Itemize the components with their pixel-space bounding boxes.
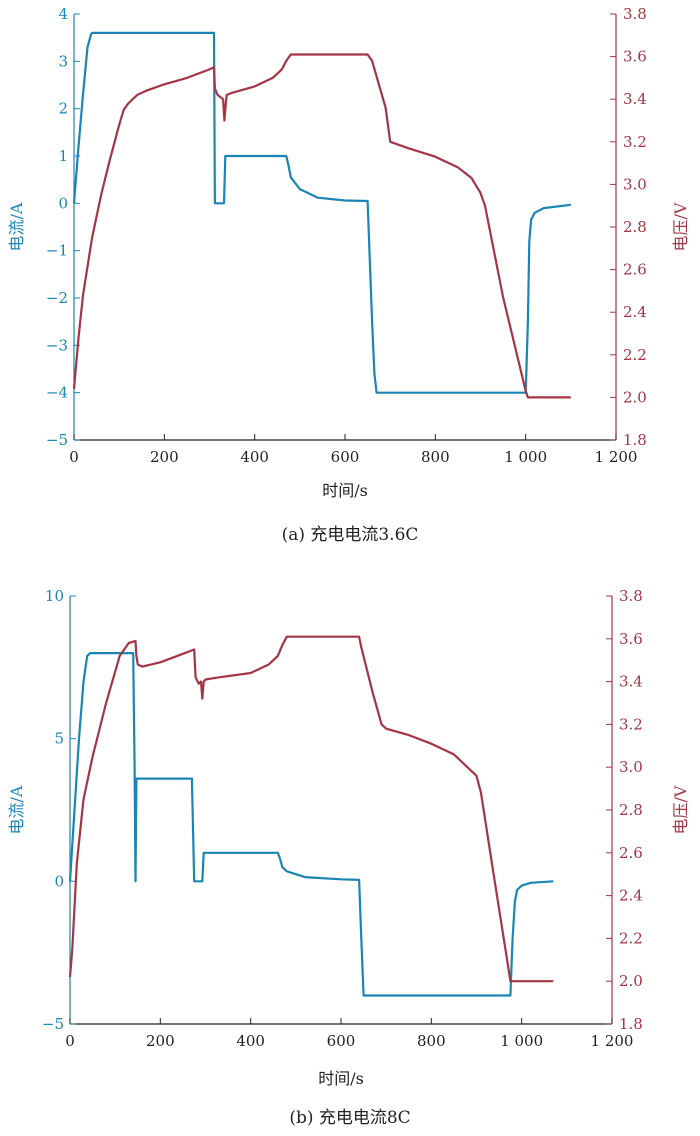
chart-a-left-tick-label: 4 xyxy=(58,5,68,23)
chart-a-left-tick-label: −1 xyxy=(46,242,68,260)
chart-a-right-tick-label: 1.8 xyxy=(623,431,647,449)
chart-a-x-tick-label: 200 xyxy=(150,448,179,466)
chart-a-left-tick-label: 1 xyxy=(58,147,68,165)
chart-a-x-tick-label: 800 xyxy=(421,448,450,466)
chart-a-left-tick-label: −2 xyxy=(46,289,68,307)
chart-b-right-tick-label: 2.2 xyxy=(619,929,643,947)
chart-a-left-title: 电流/A xyxy=(7,202,26,251)
chart-a-left-tick-label: 2 xyxy=(58,100,68,118)
chart-b-left-tick-label: −5 xyxy=(42,1015,64,1033)
chart-a-x-tick-label: 600 xyxy=(331,448,360,466)
chart-a-left-tick-label: 0 xyxy=(58,194,68,212)
chart-b-x-tick-label: 400 xyxy=(236,1032,265,1050)
chart-b-left-tick-label: 10 xyxy=(45,587,64,605)
chart-a-right-tick-label: 2.0 xyxy=(623,388,647,406)
chart-b-x-tick-label: 600 xyxy=(327,1032,356,1050)
chart-a-series-current xyxy=(72,31,571,394)
caption-b: (b) 充电电流8C xyxy=(289,1108,411,1128)
chart-a-left-tick-label: 3 xyxy=(58,52,68,70)
chart-a-right-tick-label: 3.8 xyxy=(623,5,647,23)
chart-b-left-title: 电流/A xyxy=(7,785,26,834)
chart-a-x-title: 时间/s xyxy=(322,481,368,500)
chart-b-right-tick-label: 3.8 xyxy=(619,587,643,605)
chart-b-right-tick-label: 3.4 xyxy=(619,673,643,691)
chart-a-right-tick-label: 2.2 xyxy=(623,346,647,364)
chart-b-x-tick-label: 1 000 xyxy=(500,1032,543,1050)
chart-a-right-tick-label: 3.2 xyxy=(623,133,647,151)
chart-b-left-tick-label: 5 xyxy=(54,730,64,748)
chart-b-x-tick-label: 200 xyxy=(146,1032,175,1050)
chart-b-right-tick-label: 2.0 xyxy=(619,972,643,990)
chart-a-series-voltage xyxy=(72,53,571,399)
chart-b-right-title: 电压/V xyxy=(671,785,690,834)
chart-a-right-tick-label: 2.8 xyxy=(623,218,647,236)
chart-a-x-tick-label: 0 xyxy=(69,448,79,466)
chart-b-right-tick-label: 2.4 xyxy=(619,887,643,905)
caption-a: (a) 充电电流3.6C xyxy=(281,525,419,545)
chart-a-left-tick-label: −3 xyxy=(46,336,68,354)
chart-b-left-tick-label: 0 xyxy=(54,872,64,890)
chart-a-right-title: 电压/V xyxy=(671,202,690,251)
chart-b-right-tick-label: 3.6 xyxy=(619,630,643,648)
chart-b-series-voltage xyxy=(68,635,554,983)
chart-a-right-tick-label: 3.6 xyxy=(623,48,647,66)
chart-b-x-tick-label: 800 xyxy=(417,1032,446,1050)
chart-a-x-tick-label: 1 000 xyxy=(504,448,547,466)
chart-b-right-tick-label: 2.8 xyxy=(619,801,643,819)
chart-b-right-tick-label: 1.8 xyxy=(619,1015,643,1033)
chart-b-x-tick-label: 1 200 xyxy=(591,1032,634,1050)
chart-a-left-tick-label: −5 xyxy=(46,431,68,449)
chart-a-x-tick-label: 1 200 xyxy=(595,448,638,466)
chart-b-right-tick-label: 3.2 xyxy=(619,715,643,733)
chart-b-x-title: 时间/s xyxy=(318,1069,364,1088)
chart-b-series-current xyxy=(68,651,554,997)
chart-a-x-tick-label: 400 xyxy=(240,448,269,466)
chart-a-right-tick-label: 2.4 xyxy=(623,303,647,321)
chart-a-right-tick-label: 2.6 xyxy=(623,261,647,279)
chart-b-right-tick-label: 2.6 xyxy=(619,844,643,862)
chart-a-left-tick-label: −4 xyxy=(46,384,68,402)
chart-b-x-tick-label: 0 xyxy=(65,1032,75,1050)
chart-a-right-tick-label: 3.0 xyxy=(623,175,647,193)
chart-b-right-tick-label: 3.0 xyxy=(619,758,643,776)
chart-a-right-tick-label: 3.4 xyxy=(623,90,647,108)
